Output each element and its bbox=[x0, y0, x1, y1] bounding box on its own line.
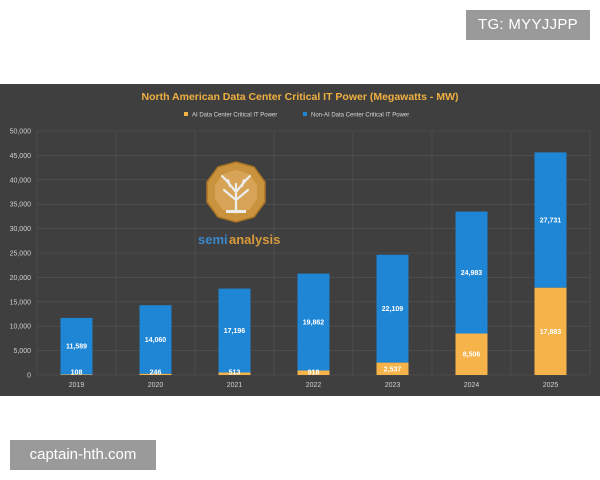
y-tick-label: 50,000 bbox=[10, 129, 32, 136]
bar-ai-2019 bbox=[60, 374, 93, 375]
bar-non-ai-2024 bbox=[455, 211, 488, 334]
data-label-ai: 2,537 bbox=[384, 366, 402, 373]
legend: AI Data Center Critical IT Power Non-AI … bbox=[184, 112, 409, 119]
bar-ai-2024 bbox=[455, 333, 488, 375]
x-tick-label: 2022 bbox=[306, 382, 322, 389]
y-tick-label: 15,000 bbox=[10, 299, 32, 306]
data-label-ai: 108 bbox=[71, 370, 83, 377]
y-tick-label: 10,000 bbox=[10, 324, 32, 331]
stacked-bar-chart: semi analysis North American Data Center… bbox=[10, 91, 591, 390]
data-label-non-ai: 19,862 bbox=[303, 320, 325, 327]
legend-swatch-non-ai bbox=[303, 112, 307, 116]
legend-label-ai: AI Data Center Critical IT Power bbox=[192, 113, 277, 119]
axes: 0 5,000 10,000 15,000 20,000 25,000 30,000 35,0… bbox=[10, 129, 559, 390]
watermark-bottom-left: captain-hth.com bbox=[10, 440, 156, 470]
data-label-non-ai: 27,731 bbox=[540, 218, 562, 225]
semianalysis-logo-icon bbox=[206, 161, 266, 223]
bar-ai-2022 bbox=[297, 370, 330, 375]
data-label-ai: 918 bbox=[308, 370, 320, 377]
x-tick-label: 2023 bbox=[385, 382, 401, 389]
chart-panel: semi analysis North American Data Center… bbox=[0, 84, 600, 396]
bar-non-ai-2020 bbox=[139, 305, 172, 374]
chart-title: North American Data Center Critical IT P… bbox=[142, 91, 459, 103]
y-tick-label: 35,000 bbox=[10, 202, 32, 209]
data-label-ai: 513 bbox=[229, 370, 241, 377]
y-tick-label: 45,000 bbox=[10, 153, 32, 160]
x-tick-label: 2025 bbox=[543, 382, 559, 389]
bar-ai-2020 bbox=[139, 373, 172, 375]
data-label-non-ai: 22,109 bbox=[382, 306, 404, 313]
y-tick-label: 20,000 bbox=[10, 275, 32, 282]
x-tick-label: 2019 bbox=[69, 382, 85, 389]
logo-watermark: semi analysis bbox=[198, 161, 280, 247]
logo-text-analysis: analysis bbox=[229, 232, 280, 247]
bar-non-ai-2019 bbox=[60, 317, 93, 375]
bar-ai-2021 bbox=[218, 372, 251, 375]
legend-swatch-ai bbox=[184, 112, 188, 116]
data-label-ai: 17,883 bbox=[540, 329, 562, 336]
data-label-non-ai: 11,589 bbox=[66, 344, 87, 351]
legend-label-non-ai: Non-AI Data Center Critical IT Power bbox=[311, 113, 409, 119]
x-tick-label: 2024 bbox=[464, 382, 480, 389]
bar-ai-2023 bbox=[376, 362, 409, 375]
logo-text-semi: semi bbox=[198, 232, 228, 247]
bar-non-ai-2021 bbox=[218, 288, 251, 373]
bar-non-ai-2025 bbox=[534, 152, 567, 288]
bar-ai-2025 bbox=[534, 287, 567, 375]
watermark-top-right: TG: MYYJJPP bbox=[466, 10, 590, 40]
y-tick-label: 30,000 bbox=[10, 226, 32, 233]
x-tick-label: 2021 bbox=[227, 382, 243, 389]
data-label-ai: 246 bbox=[150, 370, 162, 377]
data-label-non-ai: 17,196 bbox=[224, 328, 246, 335]
bar-non-ai-2023 bbox=[376, 254, 409, 363]
y-tick-label: 0 bbox=[27, 373, 31, 380]
y-tick-label: 5,000 bbox=[13, 348, 31, 355]
data-label-ai: 8,506 bbox=[463, 352, 481, 359]
bars: 11,589 108 14,060 246 17,196 513 19,862 918 22,1… bbox=[60, 152, 567, 377]
y-tick-label: 25,000 bbox=[10, 251, 32, 258]
x-tick-label: 2020 bbox=[148, 382, 164, 389]
y-tick-label: 40,000 bbox=[10, 177, 32, 184]
data-label-non-ai: 24,983 bbox=[461, 270, 483, 277]
bar-non-ai-2022 bbox=[297, 273, 330, 371]
data-label-non-ai: 14,060 bbox=[145, 337, 167, 344]
